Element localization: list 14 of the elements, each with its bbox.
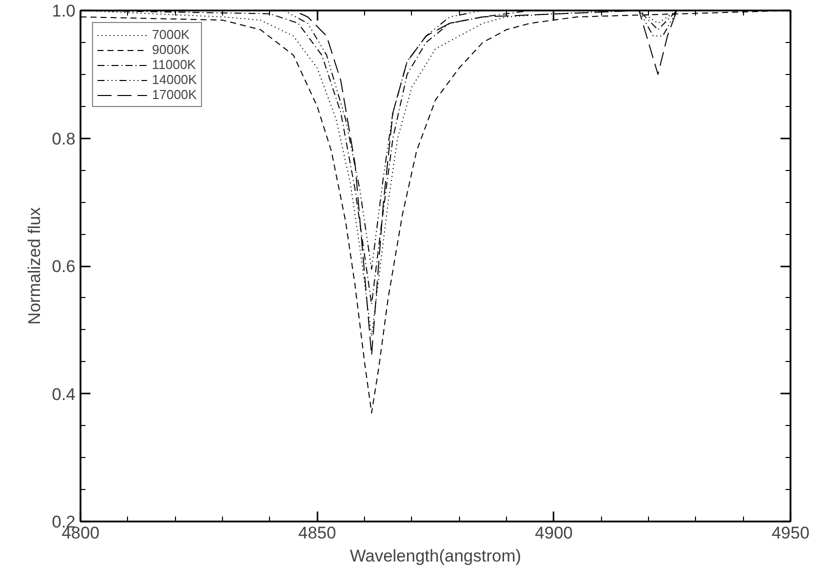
legend-label: 14000K	[152, 72, 197, 87]
y-axis-title: Normalized flux	[24, 206, 44, 325]
x-tick-label: 4950	[772, 524, 810, 542]
y-tick-label: 0.6	[52, 257, 76, 276]
x-tick-label: 4850	[298, 524, 336, 542]
y-tick-label: 1.0	[52, 2, 76, 20]
legend-label: 17000K	[152, 87, 197, 102]
y-tick-label: 0.8	[52, 129, 76, 148]
legend-label: 11000K	[152, 57, 196, 72]
legend-label: 9000K	[152, 42, 190, 57]
legend-label: 7000K	[152, 27, 190, 42]
x-axis-title: Wavelength(angstrom)	[350, 546, 522, 566]
y-tick-label: 0.4	[52, 384, 76, 404]
x-tick-label: 4900	[534, 524, 573, 542]
